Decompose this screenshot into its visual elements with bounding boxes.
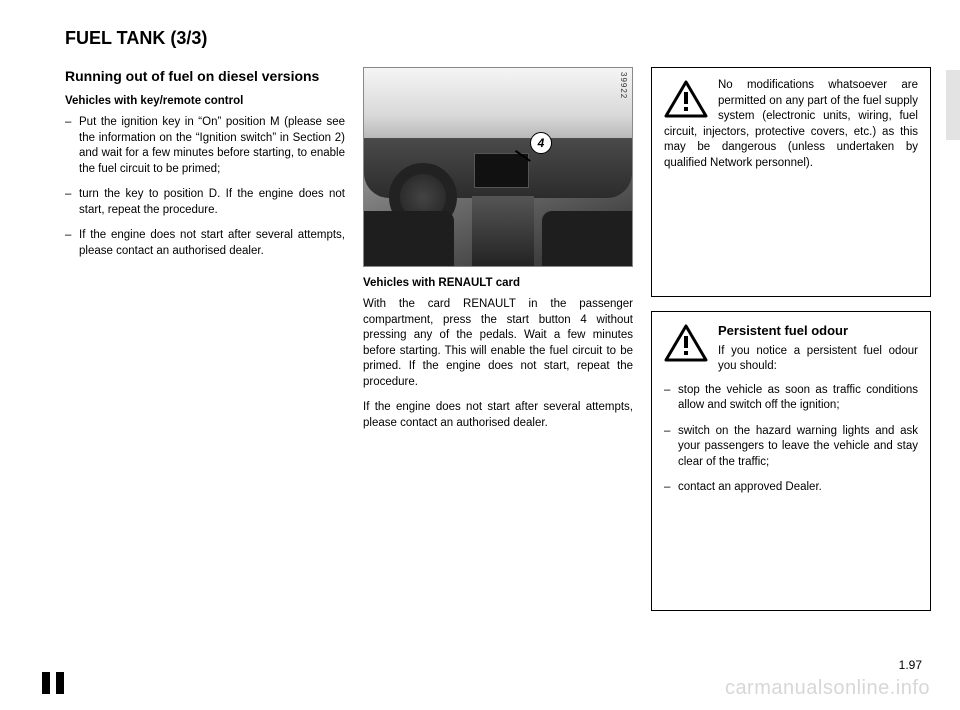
col-left: Running out of fuel on diesel versions V… [65, 67, 345, 625]
mid-para2: If the engine does not start after sever… [363, 400, 633, 431]
manual-page: FUEL TANK (3/3) Running out of fuel on d… [0, 0, 960, 710]
mid-para1: With the card RENAULT in the pas­senger … [363, 297, 633, 390]
list-item: switch on the hazard warning lights and … [664, 424, 918, 471]
list-item: stop the vehicle as soon as traf­fic con… [664, 383, 918, 414]
page-title: FUEL TANK (3/3) [65, 28, 930, 49]
list-item: contact an approved Dealer. [664, 480, 918, 496]
list-item: Put the ignition key in “On” posi­tion M… [65, 115, 345, 177]
page-number: 1.97 [899, 658, 922, 672]
warning-box-modifications: No modifications what­soever are permitt… [651, 67, 931, 297]
left-list: Put the ignition key in “On” posi­tion M… [65, 115, 345, 259]
list-item: turn the key to position D. If the engin… [65, 187, 345, 218]
dashboard-photo: 39922 4 [363, 67, 633, 267]
side-tab [946, 70, 960, 140]
col-right: No modifications what­soever are permitt… [651, 67, 931, 625]
warning-box-odour: Persistent fuel odour If you notice a pe… [651, 311, 931, 611]
content-columns: Running out of fuel on diesel versions V… [65, 67, 930, 625]
image-ref: 39922 [619, 72, 628, 99]
warning-icon [664, 324, 708, 362]
left-subhead: Vehicles with key/remote control [65, 95, 345, 107]
watermark: carmanualsonline.info [725, 677, 930, 700]
warning-icon [664, 80, 708, 118]
registration-marks [42, 672, 64, 694]
left-heading: Running out of fuel on diesel versions [65, 67, 345, 85]
mid-subhead: Vehicles with RENAULT card [363, 277, 633, 289]
callout-4: 4 [530, 132, 552, 154]
list-item: If the engine does not start after sev­e… [65, 228, 345, 259]
col-mid: 39922 4 Vehicles with RENAULT card With … [363, 67, 633, 625]
warning-list: stop the vehicle as soon as traf­fic con… [664, 383, 918, 496]
callout-number: 4 [538, 136, 545, 150]
